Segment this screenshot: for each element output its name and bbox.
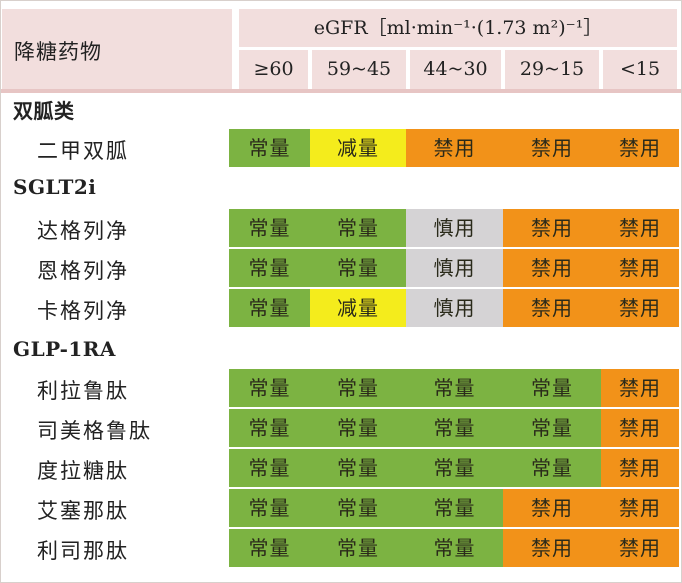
- dose-cell: 慎用: [406, 289, 503, 327]
- dose-cell: 禁用: [503, 529, 601, 567]
- drug-name: 司美格鲁肽: [37, 419, 152, 443]
- dose-cell: 常量: [310, 449, 406, 487]
- dose-cell: 常量: [229, 489, 310, 527]
- dose-cell: 常量: [503, 449, 601, 487]
- range-header-5: <15: [603, 50, 677, 89]
- dose-cell: 禁用: [601, 369, 679, 407]
- group-label-glp1ra: GLP-1RA: [13, 337, 116, 361]
- dose-cell: 禁用: [601, 249, 679, 287]
- dose-cell: 禁用: [601, 409, 679, 447]
- drug-name: 艾塞那肽: [37, 499, 129, 523]
- dose-cell: 禁用: [406, 129, 503, 167]
- group-label-biguanide: 双胍类: [13, 99, 75, 123]
- drug-column-header: 降糖药物: [2, 9, 232, 89]
- dose-cell: 慎用: [406, 249, 503, 287]
- dose-cell: 禁用: [601, 489, 679, 527]
- dose-cell: 常量: [310, 489, 406, 527]
- dose-cell: 慎用: [406, 209, 503, 247]
- drug-name: 卡格列净: [37, 299, 129, 323]
- range-header-3: 44~30: [410, 50, 501, 89]
- dose-cell: 常量: [406, 489, 503, 527]
- drug-name: 利司那肽: [37, 539, 129, 563]
- dose-cell: 禁用: [601, 129, 679, 167]
- dose-cell: 禁用: [601, 529, 679, 567]
- drug-name: 二甲双胍: [37, 139, 129, 163]
- dose-cell: 禁用: [601, 289, 679, 327]
- group-label-sglt2i: SGLT2i: [13, 175, 97, 199]
- drug-name: 度拉糖肽: [37, 459, 129, 483]
- dose-cell: 常量: [503, 369, 601, 407]
- dose-cell: 禁用: [601, 209, 679, 247]
- dose-cell: 常量: [406, 369, 503, 407]
- drug-name: 达格列净: [37, 219, 129, 243]
- dose-cell: 常量: [310, 409, 406, 447]
- dose-cell: 禁用: [601, 449, 679, 487]
- dose-cell: 常量: [229, 449, 310, 487]
- dose-cell: 禁用: [503, 289, 601, 327]
- dose-cell: 常量: [406, 449, 503, 487]
- dose-cell: 减量: [310, 289, 406, 327]
- dose-cell: 减量: [310, 129, 406, 167]
- dose-cell: 常量: [310, 209, 406, 247]
- egfr-header: eGFR［ml·min⁻¹·(1.73 m²)⁻¹］: [239, 9, 677, 47]
- drug-name: 利拉鲁肽: [37, 379, 129, 403]
- dose-cell: 常量: [229, 529, 310, 567]
- range-header-4: 29~15: [505, 50, 599, 89]
- dose-cell: 常量: [229, 209, 310, 247]
- dose-cell: 常量: [310, 249, 406, 287]
- dose-cell: 常量: [229, 369, 310, 407]
- dose-cell: 常量: [229, 129, 310, 167]
- egfr-label: eGFR: [313, 17, 368, 39]
- dose-cell: 禁用: [503, 249, 601, 287]
- dose-cell: 常量: [406, 409, 503, 447]
- dose-cell: 常量: [310, 529, 406, 567]
- dose-cell: 常量: [229, 249, 310, 287]
- dose-cell: 常量: [503, 409, 601, 447]
- range-header-2: 59~45: [312, 50, 406, 89]
- dose-cell: 常量: [229, 409, 310, 447]
- drug-column-label: 降糖药物: [14, 40, 102, 64]
- egfr-units: ［ml·min⁻¹·(1.73 m²)⁻¹］: [367, 17, 603, 39]
- dose-cell: 常量: [406, 529, 503, 567]
- dose-cell: 禁用: [503, 489, 601, 527]
- dose-cell: 禁用: [503, 209, 601, 247]
- drug-name: 恩格列净: [37, 259, 129, 283]
- dose-cell: 常量: [229, 289, 310, 327]
- header-separator: [1, 89, 681, 93]
- range-header-1: ≥60: [239, 50, 308, 89]
- dose-cell: 常量: [310, 369, 406, 407]
- dose-cell: 禁用: [503, 129, 601, 167]
